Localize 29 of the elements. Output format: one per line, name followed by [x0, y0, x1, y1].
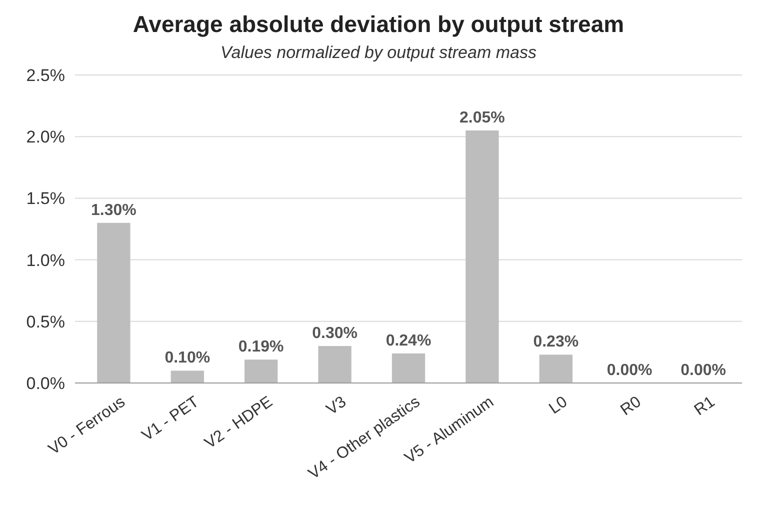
data-label: 0.30%: [312, 325, 358, 342]
data-label: 2.05%: [460, 109, 505, 126]
chart-title: Average absolute deviation by output stream: [132, 11, 624, 37]
bar: [97, 222, 130, 383]
chart-subtitle: Values normalized by output stream mass: [220, 43, 537, 62]
x-tick-label: R1: [692, 393, 718, 420]
data-label: 0.10%: [164, 350, 210, 367]
y-tick-label: 2.0%: [26, 128, 65, 147]
y-tick-label: 1.5%: [26, 189, 65, 208]
data-label: 0.24%: [386, 332, 432, 350]
bar: [539, 354, 572, 383]
y-tick-label: 2.5%: [26, 66, 65, 85]
x-tick-label: V3: [324, 393, 350, 419]
data-label: 0.00%: [606, 362, 652, 379]
bar: [466, 130, 499, 383]
y-tick-label: 1.0%: [26, 250, 65, 270]
bar: [244, 360, 278, 383]
data-label: 1.30%: [91, 202, 136, 219]
x-tick-label: R0: [618, 393, 644, 420]
bar: [170, 370, 204, 383]
bar: [318, 346, 352, 383]
y-tick-label: 0.0%: [26, 374, 65, 393]
data-label: 0.23%: [533, 334, 579, 351]
data-label: 0.19%: [238, 338, 284, 356]
y-tick-label: 0.5%: [26, 312, 65, 332]
x-tick-label: V1 - PET: [139, 393, 202, 445]
x-tick-label: L0: [546, 393, 571, 418]
data-label: 0.00%: [680, 362, 726, 379]
bar: [392, 353, 426, 383]
